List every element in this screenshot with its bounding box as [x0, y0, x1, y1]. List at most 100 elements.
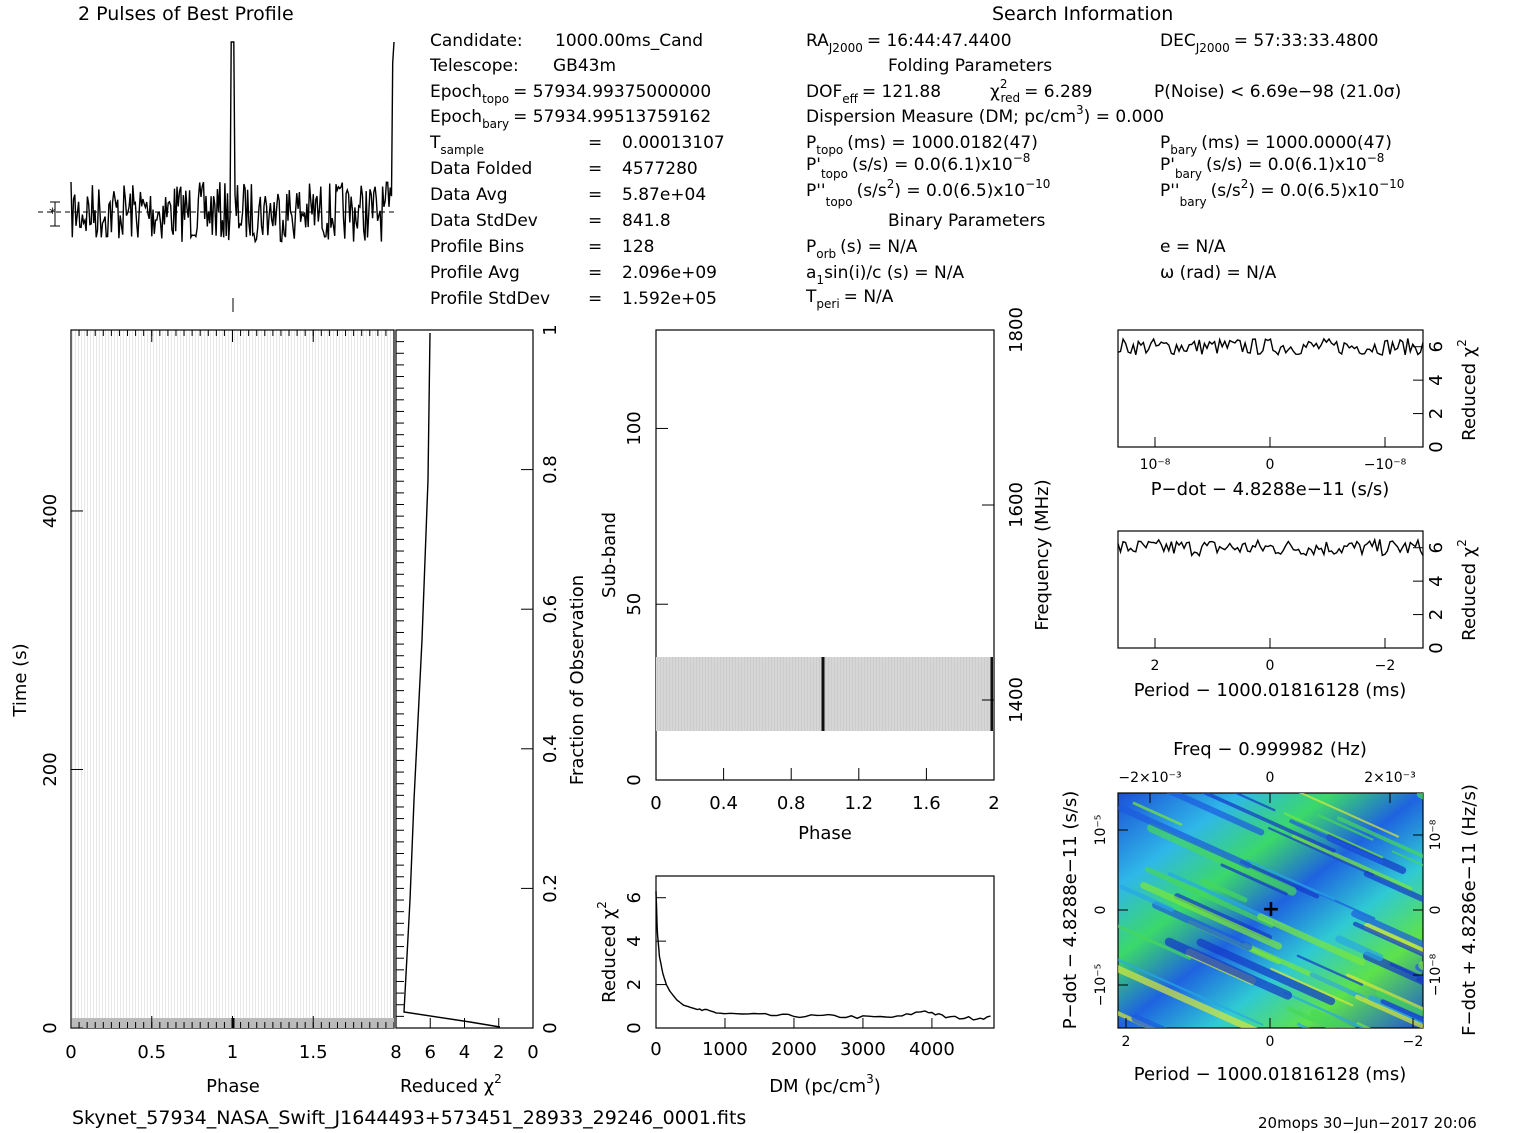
svg-text:2.096e+09: 2.096e+09	[622, 263, 717, 283]
frequency-axis-label: Frequency (MHz)	[1032, 479, 1053, 630]
period-pdot-map: Freq − 0.999982 (Hz) + 2 0 −2 −2×10⁻³ 0 2×10⁻…	[1060, 739, 1517, 1085]
svg-text:GB43m: GB43m	[553, 56, 616, 76]
tick-label: 6	[1426, 341, 1447, 352]
svg-text:1.592e+05: 1.592e+05	[622, 289, 717, 309]
map-streak	[1380, 999, 1423, 1023]
map-streak	[1336, 816, 1423, 859]
svg-text:Epochbary= 57934.99513759162: Epochbary = 57934.99513759162	[430, 107, 711, 131]
subband-axis-label: Sub-band	[599, 512, 620, 598]
best-marker: +	[1262, 897, 1280, 922]
svg-text:1000.00ms_Cand: 1000.00ms_Cand	[555, 31, 703, 51]
svg-text:DECJ2000= 57:33:33.4800: DECJ2000 = 57:33:33.4800	[1160, 31, 1378, 55]
map-streak	[1445, 896, 1517, 944]
map-streak	[1351, 910, 1423, 949]
tick-label: 1	[540, 324, 561, 335]
tick-label: 0	[1428, 906, 1444, 915]
tick-label: 10⁻⁸	[1428, 819, 1444, 850]
svg-text:a1sin(i)/c (s) = N/A: a1sin(i)/c (s) = N/A	[806, 263, 965, 287]
tick-label: 2	[988, 793, 999, 814]
tick-label: 2	[1122, 1034, 1131, 1050]
tick-label: 0	[1266, 1034, 1275, 1050]
map-streak	[1174, 893, 1273, 941]
tick-label: 0.2	[540, 874, 561, 903]
map-streak	[1268, 827, 1374, 876]
svg-text:P''topo(s/s2) = 0.0(6.5)x10−10: P''topo(s/s2) = 0.0(6.5)x10−10	[806, 177, 1050, 209]
svg-text:128: 128	[622, 237, 654, 257]
footer-filename: Skynet_57934_NASA_Swift_J1644493+573451_…	[72, 1107, 746, 1129]
svg-text:P(Noise) < 6.69e−98 (21.0σ): P(Noise) < 6.69e−98 (21.0σ)	[1154, 82, 1401, 102]
map-streak	[1131, 1014, 1168, 1028]
period-chi2-plot: 0 2 4 6 2 0 −2 Period − 1000.01816128 (ms) Red…	[1117, 530, 1480, 701]
svg-text:Data Avg: Data Avg	[430, 185, 507, 205]
map-streak	[1140, 882, 1282, 950]
svg-text:841.8: 841.8	[622, 211, 671, 231]
svg-text:=: =	[588, 211, 602, 231]
tick-label: 4	[1426, 374, 1447, 385]
map-streak	[1443, 949, 1517, 989]
svg-text:4577280: 4577280	[622, 159, 698, 179]
map-streak	[1220, 863, 1288, 896]
profile-curve	[70, 41, 395, 244]
search-information: Search Information Candidate: 1000.00ms_…	[429, 3, 1404, 311]
tick-label: 2	[493, 1042, 504, 1063]
tick-label: 2	[624, 979, 645, 990]
tick-label: −2	[1375, 658, 1396, 674]
tick-label: 1600	[1006, 482, 1027, 528]
tick-label: 1	[227, 1042, 238, 1063]
tick-label: 2000	[771, 1039, 817, 1060]
svg-text:=: =	[588, 133, 602, 153]
svg-text:Ptopo(ms) = 1000.0182(47): Ptopo (ms) = 1000.0182(47)	[806, 133, 1038, 157]
tick-label: 0	[624, 774, 645, 785]
map-streak	[1166, 793, 1265, 836]
phase-axis-label: Phase	[206, 1076, 260, 1097]
tick-label: 10⁻⁵	[1093, 815, 1109, 846]
dm-axis-label: DM (pc/cm3)	[769, 1072, 881, 1097]
map-streak	[1291, 834, 1413, 892]
svg-text:Tperi= N/A: Tperi = N/A	[805, 287, 894, 311]
svg-text:P''bary(s/s2) = 0.0(6.5)x10−10: P''bary(s/s2) = 0.0(6.5)x10−10	[1160, 177, 1404, 209]
tick-label: 2	[1426, 408, 1447, 419]
tick-label: 4	[1426, 575, 1447, 586]
svg-text:=: =	[588, 263, 602, 283]
tick-label: 4	[459, 1042, 470, 1063]
svg-text:ω (rad) = N/A: ω (rad) = N/A	[1160, 263, 1277, 283]
svg-text:Profile Avg: Profile Avg	[430, 263, 520, 283]
map-ylabel2: F−dot + 4.8286e−11 (Hz/s)	[1459, 784, 1480, 1036]
tick-label: 100	[624, 411, 645, 445]
tick-label: 0	[1426, 642, 1447, 653]
svg-text:=: =	[588, 159, 602, 179]
map-streak	[1196, 938, 1336, 1006]
tick-label: 6	[425, 1042, 436, 1063]
svg-text:Dispersion Measure (DM; pc/cm3: Dispersion Measure (DM; pc/cm3) = 0.000	[806, 103, 1164, 127]
map-streak	[1233, 793, 1276, 812]
map-streak	[1119, 884, 1174, 912]
svg-text:Tsample: Tsample	[429, 133, 484, 157]
svg-text:Binary Parameters: Binary Parameters	[888, 211, 1045, 231]
map-streak	[1201, 878, 1248, 903]
svg-text:e = N/A: e = N/A	[1160, 237, 1226, 257]
pdot-ylabel: Reduced χ2	[1455, 339, 1480, 441]
dm-chi2-plot: 0 1000 2000 3000 4000 0 2 4 6 DM (pc/cm3) Reduce…	[595, 875, 995, 1097]
map-streak	[1335, 935, 1384, 962]
map-streak	[1286, 1006, 1338, 1028]
map-streak	[1118, 804, 1252, 869]
svg-text:Profile StdDev: Profile StdDev	[430, 289, 550, 309]
tick-label: 0	[650, 793, 661, 814]
svg-text:=: =	[588, 237, 602, 257]
time-axis-label: Time (s)	[10, 643, 31, 717]
svg-text:*: *	[49, 206, 56, 222]
tick-label: 0	[540, 1022, 561, 1033]
tick-label: 0	[650, 1039, 661, 1060]
map-streak	[1298, 793, 1400, 838]
tick-label: 400	[40, 494, 61, 528]
search-title: Search Information	[992, 3, 1173, 25]
tick-label: 2	[1151, 658, 1160, 674]
profile-errorbar: *	[49, 201, 60, 227]
tick-label: 0	[1426, 441, 1447, 452]
tick-label: −2×10⁻³	[1118, 770, 1181, 786]
pdot-xlabel: P−dot − 4.8288e−11 (s/s)	[1151, 479, 1390, 500]
tick-label: 6	[624, 892, 645, 903]
tick-label: 0	[624, 1022, 645, 1033]
pdot-chi2-curve	[1117, 337, 1424, 356]
